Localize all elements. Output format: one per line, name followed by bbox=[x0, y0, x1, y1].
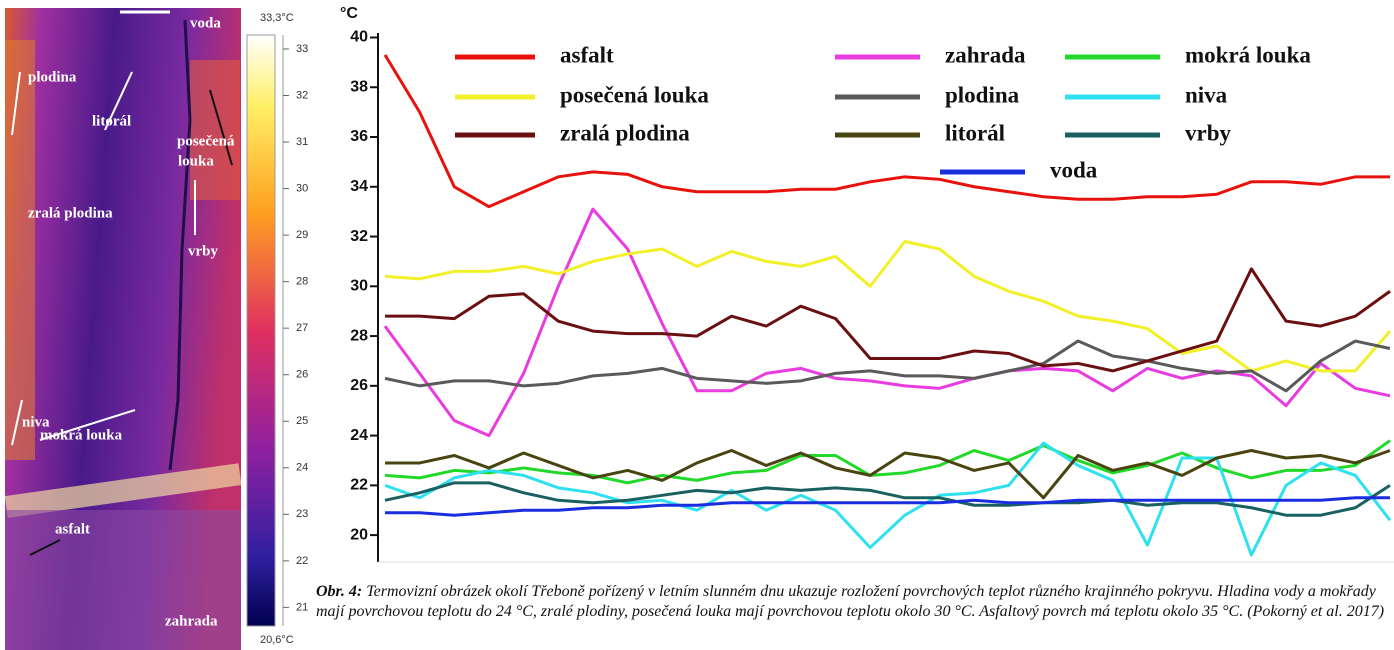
figure: 33,3°C 20,6°C °C voda plodina litorál poseč… bbox=[0, 0, 1394, 650]
image-label: litorál bbox=[92, 113, 131, 129]
y-tick-label: 26 bbox=[350, 377, 368, 394]
legend-label: zahrada bbox=[945, 42, 1026, 67]
legend-label: asfalt bbox=[560, 42, 614, 67]
y-tick-label: 36 bbox=[350, 128, 368, 145]
colorbar-tick-label: 32 bbox=[296, 89, 308, 101]
legend-label: mokrá louka bbox=[1185, 42, 1311, 67]
colorbar-tick-label: 21 bbox=[296, 601, 308, 613]
colorbar-tick-label: 31 bbox=[296, 136, 308, 148]
legend-label: niva bbox=[1185, 82, 1228, 107]
legend-label: zralá plodina bbox=[560, 120, 690, 145]
caption: Obr. 4: Termovizní obrázek okolí Třeboně… bbox=[316, 582, 1394, 650]
colorbar-tick-label: 29 bbox=[296, 229, 308, 241]
colorbar-tick-label: 25 bbox=[296, 415, 308, 427]
y-tick-label: 32 bbox=[350, 228, 368, 245]
legend-label: posečená louka bbox=[560, 82, 709, 107]
legend-label: plodina bbox=[945, 82, 1020, 107]
colorbar-tick-label: 22 bbox=[296, 555, 308, 567]
colorbar-tick-label: 24 bbox=[296, 462, 308, 474]
colorbar-tick-label: 33 bbox=[296, 43, 308, 55]
image-label: plodina bbox=[28, 69, 77, 85]
colorbar-tick-label: 27 bbox=[296, 322, 308, 334]
y-tick-label: 34 bbox=[350, 178, 368, 195]
thermal-image bbox=[5, 8, 242, 650]
colorbar-tick-label: 23 bbox=[296, 508, 308, 520]
image-label: louka bbox=[178, 153, 214, 169]
image-label: asfalt bbox=[55, 521, 90, 537]
image-label: zralá plodina bbox=[28, 205, 113, 221]
colorbar bbox=[247, 35, 275, 626]
y-tick-label: 24 bbox=[350, 427, 368, 444]
image-label: mokrá louka bbox=[40, 427, 123, 443]
y-tick-label: 40 bbox=[350, 29, 368, 46]
image-label: posečená bbox=[177, 133, 235, 149]
legend-label: vrby bbox=[1185, 120, 1232, 145]
legend-label: litorál bbox=[945, 120, 1005, 145]
y-axis-label: °C bbox=[340, 5, 358, 22]
colorbar-max-label: 33,3°C bbox=[260, 12, 294, 24]
y-tick-label: 20 bbox=[350, 526, 368, 543]
image-label: zahrada bbox=[165, 613, 218, 629]
colorbar-tick-label: 30 bbox=[296, 182, 308, 194]
image-label: voda bbox=[190, 15, 221, 31]
y-tick-label: 38 bbox=[350, 78, 368, 95]
image-label: vrby bbox=[188, 243, 219, 259]
colorbar-tick-label: 26 bbox=[296, 369, 308, 381]
caption-text: Termovizní obrázek okolí Třeboně pořízen… bbox=[316, 583, 1384, 620]
y-tick-label: 28 bbox=[350, 327, 368, 344]
page: { "thermal_image": { "labels": ["voda", … bbox=[0, 0, 1394, 650]
caption-label: Obr. 4: bbox=[316, 583, 362, 600]
y-tick-label: 30 bbox=[350, 278, 368, 295]
colorbar-tick-label: 28 bbox=[296, 276, 308, 288]
colorbar-min-label: 20,6°C bbox=[260, 634, 294, 646]
y-tick-label: 22 bbox=[350, 477, 368, 494]
legend-label: voda bbox=[1050, 157, 1098, 182]
